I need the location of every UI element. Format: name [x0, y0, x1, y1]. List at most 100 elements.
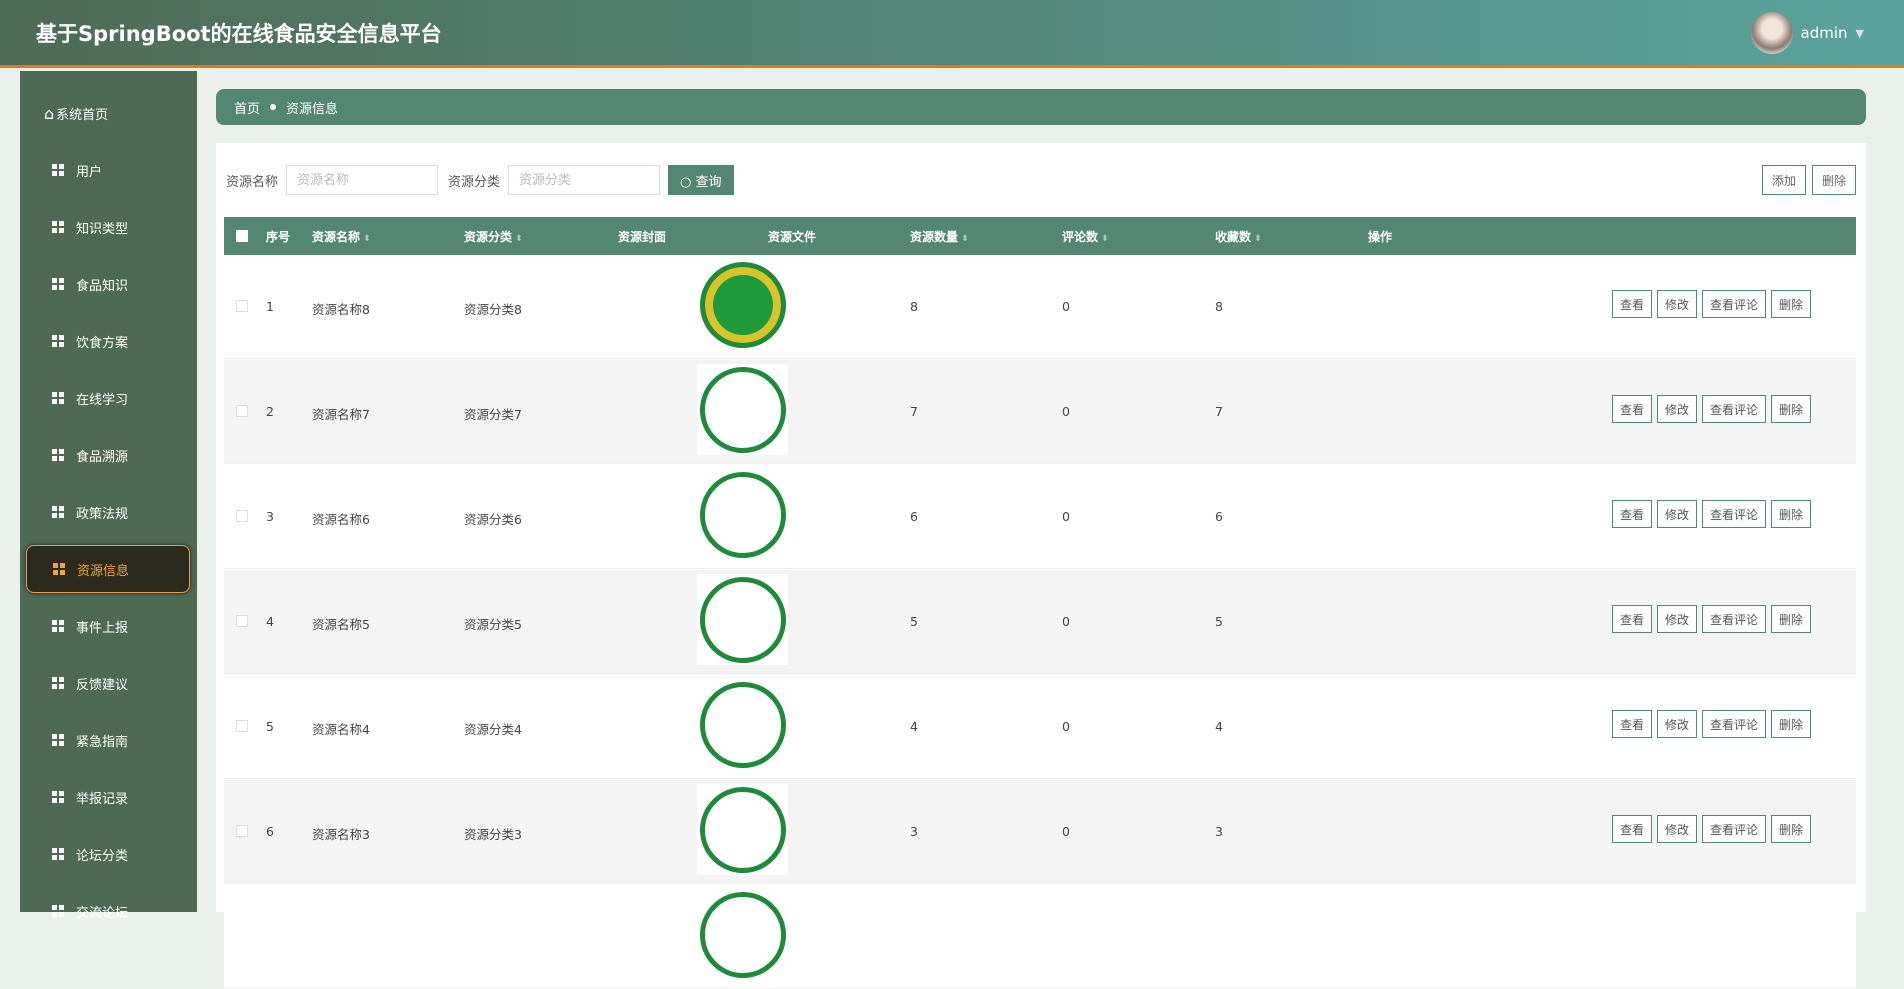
delete-button[interactable]: 删除: [1771, 395, 1812, 423]
resource-cover-image: [697, 574, 788, 665]
resource-cover-image: [697, 784, 788, 875]
sidebar-item-4[interactable]: 饮食方案: [26, 317, 190, 365]
view-comments-button[interactable]: 查看评论: [1702, 395, 1767, 423]
select-all-checkbox[interactable]: [236, 230, 248, 242]
sidebar-item-3[interactable]: 食品知识: [26, 260, 190, 308]
logo-image: [699, 366, 786, 453]
column-header-label: 资源数量: [910, 230, 959, 244]
column-header[interactable]: 评论数 ⬍: [1062, 228, 1109, 245]
column-header[interactable]: 资源名称 ⬍: [312, 228, 371, 245]
sidebar-item-label: 反馈建议: [76, 677, 129, 693]
breadcrumb-home[interactable]: 首页: [234, 101, 261, 117]
name-search-input[interactable]: [286, 165, 439, 195]
sidebar-item-label: 举报记录: [76, 791, 129, 807]
view-button[interactable]: 查看: [1612, 605, 1653, 633]
resource-cover-image: [697, 259, 788, 350]
cell-no: 6: [266, 824, 274, 839]
sidebar-item-1[interactable]: 用户: [26, 146, 190, 194]
chart-icon: [52, 221, 64, 233]
edit-button[interactable]: 修改: [1657, 605, 1698, 633]
sidebar-item-9[interactable]: 事件上报: [26, 602, 190, 650]
sidebar-item-12[interactable]: 举报记录: [26, 773, 190, 821]
row-checkbox[interactable]: [236, 825, 248, 837]
table-header: 序号 资源名称 ⬍ 资源分类 ⬍ 资源封面 资源文件 资源数量 ⬍ 评论数 ⬍ 收藏数 ⬍ 操作: [224, 217, 1856, 255]
resource-cover-image: [697, 889, 788, 980]
batch-delete-button[interactable]: 删除: [1811, 165, 1856, 195]
sidebar-item-13[interactable]: 论坛分类: [26, 830, 190, 878]
app-title: 基于SpringBoot的在线食品安全信息平台: [36, 22, 442, 46]
edit-button[interactable]: 修改: [1657, 500, 1698, 528]
sidebar-item-8[interactable]: 资源信息: [26, 545, 190, 593]
column-header-label: 评论数: [1062, 230, 1099, 244]
edit-button[interactable]: 修改: [1657, 815, 1698, 843]
view-comments-button[interactable]: 查看评论: [1702, 710, 1767, 738]
sort-icon[interactable]: ⬍: [1098, 234, 1109, 244]
resource-cover-image: [697, 469, 788, 560]
view-button[interactable]: 查看: [1612, 815, 1653, 843]
column-header-label: 资源封面: [618, 230, 667, 244]
row-checkbox[interactable]: [236, 720, 248, 732]
sort-icon[interactable]: ⬍: [360, 234, 371, 244]
view-button[interactable]: 查看: [1612, 395, 1653, 423]
sidebar-item-0[interactable]: ⌂ 系统首页: [26, 89, 190, 137]
cell-name: 资源名称6: [312, 512, 370, 527]
sidebar-item-7[interactable]: 政策法规: [26, 488, 190, 536]
delete-button[interactable]: 删除: [1771, 290, 1812, 318]
delete-button[interactable]: 删除: [1771, 710, 1812, 738]
delete-button[interactable]: 删除: [1771, 815, 1812, 843]
delete-button[interactable]: 删除: [1771, 605, 1812, 633]
row-checkbox[interactable]: [236, 405, 248, 417]
cell-comments: 0: [1062, 614, 1070, 629]
cell-name: 资源名称5: [312, 617, 370, 632]
logo-image: [699, 681, 786, 768]
view-button[interactable]: 查看: [1612, 290, 1653, 318]
sidebar-item-14[interactable]: 交流论坛: [26, 887, 190, 935]
view-button[interactable]: 查看: [1612, 500, 1653, 528]
edit-button[interactable]: 修改: [1657, 395, 1698, 423]
logo-image: [699, 891, 786, 978]
edit-button[interactable]: 修改: [1657, 290, 1698, 318]
cell-name: 资源名称7: [312, 407, 370, 422]
sort-icon[interactable]: ⬍: [512, 234, 523, 244]
resource-cover-image: [697, 364, 788, 455]
add-button[interactable]: 添加: [1761, 165, 1806, 195]
sidebar-item-2[interactable]: 知识类型: [26, 203, 190, 251]
sidebar-item-6[interactable]: 食品溯源: [26, 431, 190, 479]
cell-comments: 0: [1062, 719, 1070, 734]
sidebar-item-5[interactable]: 在线学习: [26, 374, 190, 422]
view-comments-button[interactable]: 查看评论: [1702, 500, 1767, 528]
view-comments-button[interactable]: 查看评论: [1702, 605, 1767, 633]
column-header-label: 资源文件: [768, 230, 817, 244]
category-search-input[interactable]: [508, 165, 661, 195]
cell-favs: 6: [1215, 509, 1223, 524]
cell-cat: 资源分类7: [464, 407, 522, 422]
column-header[interactable]: 资源分类 ⬍: [464, 228, 523, 245]
cell-qty: 8: [910, 299, 918, 314]
cell-cat: 资源分类4: [464, 722, 522, 737]
row-checkbox[interactable]: [236, 510, 248, 522]
sidebar-item-11[interactable]: 紧急指南: [26, 716, 190, 764]
sidebar-item-label: 论坛分类: [76, 848, 129, 864]
cell-cat: 资源分类5: [464, 617, 522, 632]
sidebar-item-10[interactable]: 反馈建议: [26, 659, 190, 707]
query-button[interactable]: ○ 查询: [668, 165, 734, 195]
view-button[interactable]: 查看: [1612, 710, 1653, 738]
cell-qty: 3: [910, 824, 918, 839]
user-menu[interactable]: admin ▼: [1750, 12, 1864, 54]
resource-cover-image: [697, 679, 788, 770]
column-header-label: 操作: [1368, 230, 1393, 244]
view-comments-button[interactable]: 查看评论: [1702, 290, 1767, 318]
edit-button[interactable]: 修改: [1657, 710, 1698, 738]
view-comments-button[interactable]: 查看评论: [1702, 815, 1767, 843]
sort-icon[interactable]: ⬍: [1251, 234, 1262, 244]
cell-comments: 0: [1062, 509, 1070, 524]
row-checkbox[interactable]: [236, 300, 248, 312]
sidebar-item-label: 系统首页: [56, 107, 109, 123]
sort-icon[interactable]: ⬍: [958, 234, 969, 244]
username: admin: [1800, 24, 1848, 42]
cell-comments: 0: [1062, 824, 1070, 839]
delete-button[interactable]: 删除: [1771, 500, 1812, 528]
column-header[interactable]: 资源数量 ⬍: [910, 228, 969, 245]
column-header[interactable]: 收藏数 ⬍: [1215, 228, 1262, 245]
row-checkbox[interactable]: [236, 615, 248, 627]
